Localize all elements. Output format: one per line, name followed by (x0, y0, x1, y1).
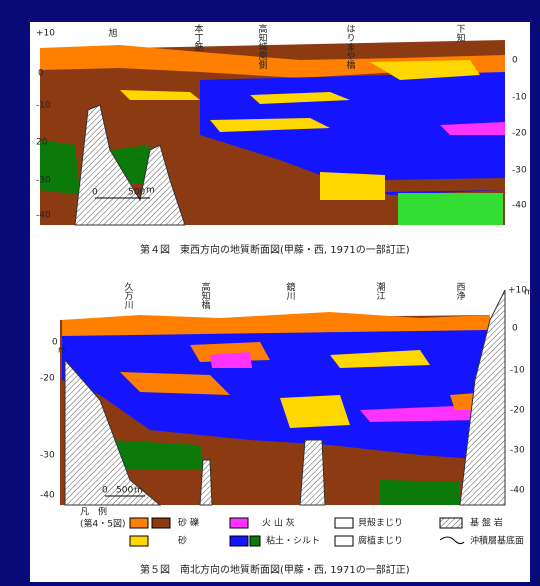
axis-label: m (524, 288, 533, 298)
legend-label: 基 盤 岩 (470, 517, 503, 529)
place-label: 鏡川 (285, 281, 296, 300)
axis-label: 20 (36, 138, 48, 148)
legend-label: 砂 礫 (178, 517, 199, 529)
axis-label: -40 (36, 211, 51, 221)
legend-label: 腐植まじり (358, 535, 403, 547)
axis-label: -10 (36, 101, 51, 111)
page: {"figure4": {"place_labels": ["旭", "本丁筋"… (0, 0, 540, 582)
scale-label: 0 (92, 188, 98, 198)
axis-label: -10 (510, 366, 525, 376)
scale-label: 500 (116, 486, 133, 496)
place-label: 高知城南側 (257, 23, 268, 69)
axis-label: -40 (512, 201, 527, 211)
scale-label: m (146, 186, 155, 196)
scale-label: 0 (102, 486, 108, 496)
legend-note: (第4・5図) (80, 518, 125, 530)
caption: 第４図 東西方向の地質断面図(甲藤・西, 1971の一部訂正) (140, 243, 410, 256)
place-label: 西浄 (455, 282, 466, 301)
axis-label: +10 (36, 29, 55, 39)
place-label: 下知 (455, 24, 466, 43)
place-label: 潮江 (375, 281, 386, 301)
axis-label: m (58, 346, 67, 356)
axis-label: -40 (510, 486, 525, 496)
scale-label: 500 (128, 188, 145, 198)
axis-label: -30 (512, 166, 527, 176)
legend-label: 砂 (178, 535, 187, 547)
axis-label: -30 (36, 176, 51, 186)
axis-label: 0 (38, 69, 44, 79)
place-label: 高知橋 (200, 281, 211, 310)
legend-label: 粘土・シルト (266, 535, 320, 547)
axis-label: -10 (512, 93, 527, 103)
axis-label: -30 (40, 451, 55, 461)
legend-label: 火 山 灰 (262, 517, 295, 529)
caption: 第５図 南北方向の地質断面図(甲藤・西, 1971の一部訂正) (140, 563, 410, 576)
axis-label: -40 (40, 491, 55, 501)
place-label: 久万川 (123, 281, 134, 309)
axis-label: -20 (510, 406, 525, 416)
scale-label: m (134, 486, 143, 496)
legend-title: 凡 例 (80, 506, 107, 518)
axis-label: 0 (512, 56, 518, 66)
section-east-west (40, 40, 505, 225)
figure: +10 0 -10 20 -30 -40 0 -10 -20 -30 -40 旭… (0, 0, 540, 582)
legend-label: 貝殻まじり (358, 517, 403, 529)
axis-label: -20 (512, 129, 527, 139)
axis-label: 0 (512, 324, 518, 334)
axis-label: -20 (40, 374, 55, 384)
section-north-south (60, 290, 505, 505)
place-label: 旭 (107, 27, 118, 38)
axis-label: -30 (510, 446, 525, 456)
place-label: 本丁筋 (193, 23, 204, 52)
legend-label: 沖積層基底面 (470, 535, 524, 547)
place-label: はりまや橋 (345, 24, 356, 70)
